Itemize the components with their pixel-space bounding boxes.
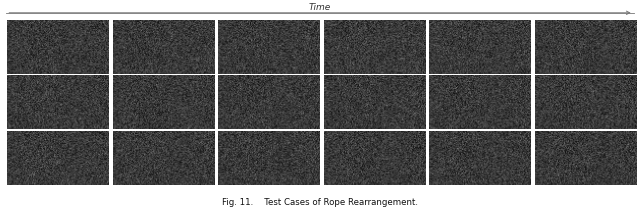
FancyBboxPatch shape	[406, 121, 423, 126]
Bar	[218, 131, 320, 185]
Text: Fig. 11.    Test Cases of Rope Rearrangement.: Fig. 11. Test Cases of Rope Rearrangemen…	[222, 198, 418, 207]
Bar	[113, 131, 214, 185]
Bar	[429, 75, 531, 129]
FancyBboxPatch shape	[617, 65, 634, 71]
Text: Time: Time	[309, 3, 331, 12]
Bar	[113, 20, 214, 74]
Bar	[323, 20, 425, 74]
Bar	[7, 20, 109, 74]
Bar	[218, 20, 320, 74]
Bar	[113, 75, 214, 129]
Bar	[323, 131, 425, 185]
Bar	[429, 131, 531, 185]
Bar	[534, 20, 636, 74]
Bar	[323, 75, 425, 129]
Bar	[218, 75, 320, 129]
Text: ✓: ✓	[516, 174, 523, 183]
FancyBboxPatch shape	[511, 176, 528, 181]
Bar	[7, 75, 109, 129]
Bar	[534, 75, 636, 129]
Bar	[534, 131, 636, 185]
Bar	[429, 20, 531, 74]
Text: ✓: ✓	[412, 119, 418, 128]
Bar	[7, 131, 109, 185]
Text: ✓: ✓	[622, 63, 628, 72]
